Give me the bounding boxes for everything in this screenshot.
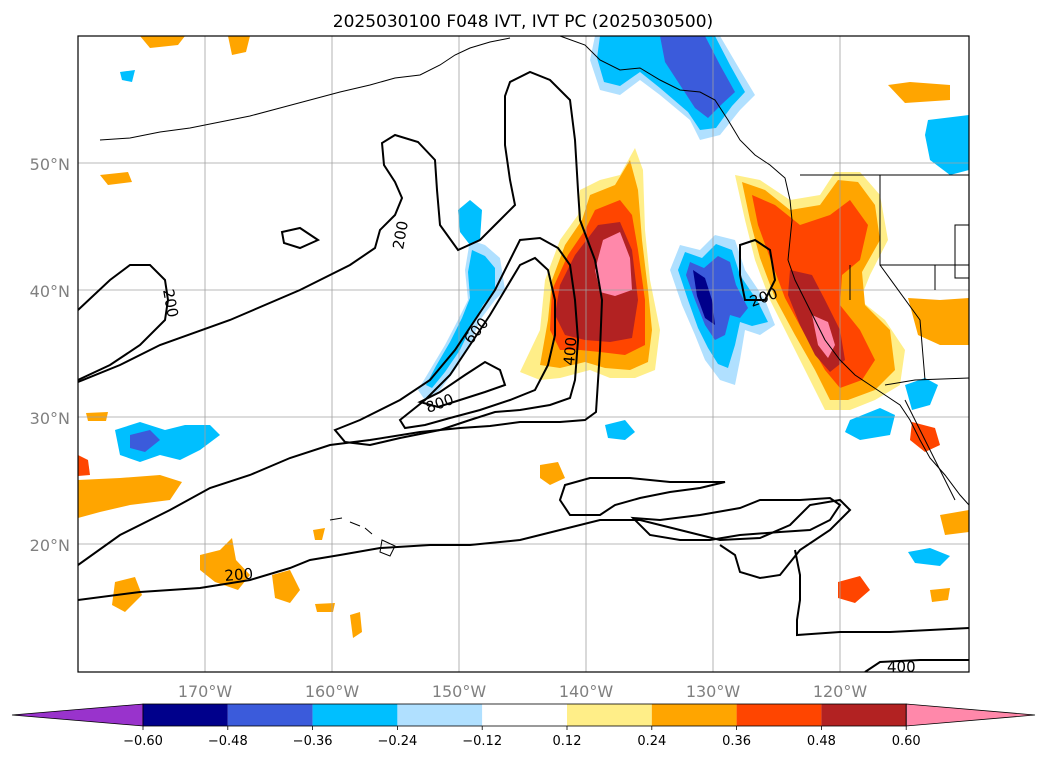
- positive-anomaly-patch-h: [888, 82, 950, 103]
- positive-anomaly-patch-a2: [78, 455, 90, 476]
- positive-anomaly-central-peak: [595, 232, 632, 296]
- positive-anomaly-patch-m: [940, 510, 969, 535]
- colorbar-segment-2: [227, 704, 313, 726]
- contour-200-loop-mid: [558, 477, 726, 516]
- contour-400-main: [333, 236, 580, 447]
- colorbar-label-6: 0.24: [637, 734, 666, 749]
- lat-label-30: 30°N: [30, 409, 70, 428]
- contour-label-group: 200 200 200 200 400 400 600 800: [159, 219, 916, 676]
- colorbar: −0.60 −0.48 −0.36 −0.24 −0.12 0.12 0.24 0.36 0.4…: [11, 703, 1036, 749]
- axis-labels: 50°N 40°N 30°N 20°N 170°W 160°W 150°W 14…: [30, 155, 868, 701]
- lat-label-40: 40°N: [30, 282, 70, 301]
- contour-label-400-b: 400: [887, 658, 916, 676]
- colorbar-segment-6: [567, 704, 652, 726]
- negative-anomaly-patch-c: [115, 422, 220, 462]
- colorbar-label-3: −0.24: [377, 734, 417, 749]
- lat-label-20: 20°N: [30, 536, 70, 555]
- colorbar-label-8: 0.48: [807, 734, 836, 749]
- positive-anomaly-patch-f: [838, 576, 870, 603]
- colorbar-segment-3: [312, 704, 398, 726]
- contour-small-closed: [280, 226, 321, 250]
- negative-anomaly-patch-d: [925, 115, 969, 175]
- colorbar-label-0: −0.60: [123, 734, 163, 749]
- contour-200-main: [78, 70, 604, 566]
- colorbar-extend-high: [905, 703, 1036, 727]
- colorbar-segment-1: [143, 704, 228, 726]
- lon-label-150w: 150°W: [432, 682, 487, 701]
- contour-label-200-b: 200: [159, 288, 182, 319]
- positive-anomaly-patch-c: [272, 570, 300, 603]
- lat-label-50: 50°N: [30, 155, 70, 174]
- map-frame: [77, 35, 970, 673]
- hawaii-islands: [329, 517, 396, 557]
- positive-anomaly-patch-p: [315, 603, 335, 612]
- map-title: 2025030100 F048 IVT, IVT PC (2025030500): [333, 12, 713, 32]
- positive-anomaly-patch-a: [78, 475, 182, 518]
- negative-anomaly-patch-f: [905, 378, 938, 410]
- graticule: [78, 36, 969, 672]
- aleutian-coast: [99, 37, 511, 141]
- positive-anomaly-patch-l: [910, 422, 940, 452]
- lon-label-140w: 140°W: [559, 682, 614, 701]
- colorbar-segment-5: [482, 704, 567, 726]
- colorbar-label-9: 0.60: [892, 734, 921, 749]
- positive-anomaly-patch-e: [540, 462, 565, 485]
- contour-label-200-d: 200: [224, 565, 254, 585]
- contour-200-upper-left: [78, 264, 170, 381]
- negative-anomaly-patch-i: [120, 70, 135, 82]
- positive-anomaly-patch-b: [200, 538, 250, 590]
- negative-anomaly-patch-g: [605, 420, 635, 440]
- contour-200-southeast: [794, 549, 969, 637]
- positive-anomaly-patch-n: [350, 612, 362, 638]
- positive-anomaly-patch-k: [100, 172, 132, 185]
- us-mexico-border: [884, 377, 969, 386]
- map-panel: 200 200 200 200 400 400 600 800: [77, 35, 970, 676]
- negative-anomaly-patch-c-core: [130, 430, 160, 452]
- lon-label-130w: 130°W: [686, 682, 741, 701]
- negative-anomaly-patch-b: [458, 200, 482, 245]
- contour-200-low-band: [78, 498, 852, 601]
- ivt-contours: [78, 70, 969, 672]
- negative-anomaly-alaska-high: [660, 36, 735, 118]
- colorbar-segment-7: [651, 704, 737, 726]
- contour-200-loop-south: [630, 496, 842, 541]
- positive-anomaly-patch-r: [313, 528, 325, 540]
- lon-label-170w: 170°W: [178, 682, 233, 701]
- colorbar-segment-9: [821, 704, 907, 726]
- positive-anomaly-patch-i: [140, 36, 185, 48]
- positive-anomaly-patch-q: [86, 412, 108, 421]
- lon-label-160w: 160°W: [305, 682, 360, 701]
- positive-anomaly-patch-g: [908, 298, 969, 345]
- negative-anomaly-patch-h: [908, 548, 950, 566]
- alaska-coast: [559, 36, 793, 261]
- positive-anomaly-patch-j: [228, 36, 250, 55]
- baja-coast: [904, 399, 956, 501]
- contour-label-400-a: 400: [560, 336, 580, 366]
- contour-800: [417, 360, 507, 409]
- negative-anomaly-offshore-core: [693, 270, 715, 325]
- contour-400-south: [864, 659, 969, 672]
- state-borders: [849, 175, 969, 381]
- coastlines: [99, 36, 969, 557]
- colorbar-frame: [142, 703, 907, 727]
- colorbar-label-1: −0.48: [208, 734, 248, 749]
- colorbar-label-2: −0.36: [293, 734, 333, 749]
- colorbar-label-5: 0.12: [553, 734, 582, 749]
- positive-anomaly-patch-o: [930, 588, 950, 602]
- contour-600: [398, 256, 556, 430]
- colorbar-label-7: 0.36: [722, 734, 751, 749]
- us-west-coast: [787, 259, 969, 506]
- negative-anomaly-jet-strip-mid: [426, 250, 495, 388]
- colorbar-extend-low: [11, 703, 144, 727]
- negative-anomaly-patch-e: [845, 408, 895, 440]
- colorbar-segment-4: [397, 704, 483, 726]
- contour-label-200-a: 200: [389, 219, 412, 250]
- contour-200-loop-east: [739, 238, 777, 301]
- lon-label-120w: 120°W: [813, 682, 868, 701]
- colorbar-label-4: −0.12: [462, 734, 502, 749]
- ivt-pc-shading: [78, 36, 969, 638]
- colorbar-segment-8: [736, 704, 822, 726]
